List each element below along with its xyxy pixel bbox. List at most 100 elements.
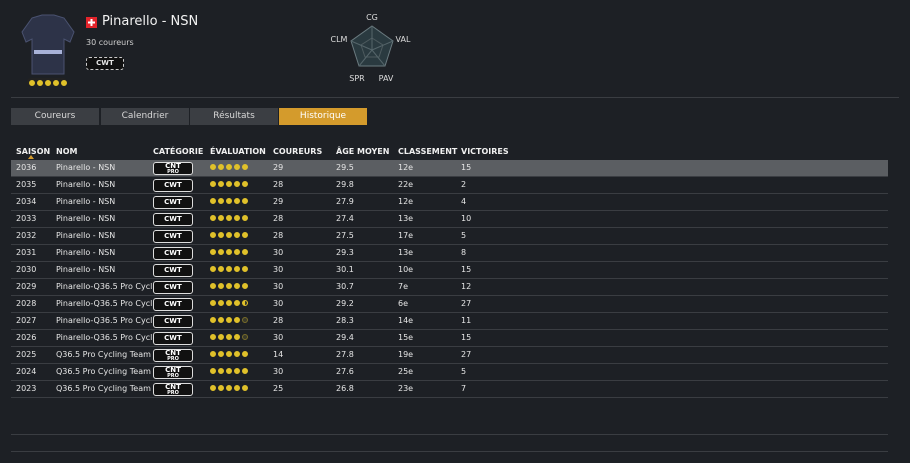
radar-inner [360, 37, 384, 58]
category-badge: CWT [153, 332, 193, 345]
cell-name: Pinarello - NSN [56, 248, 116, 257]
rating-star [210, 317, 216, 323]
rating-star [218, 368, 224, 374]
table-row[interactable]: 2031 Pinarello - NSN 30 29.3 13e 8 CWT [11, 245, 888, 262]
table-row[interactable]: 2025 Q36.5 Pro Cycling Team 14 27.8 19e 27 CNT… [11, 347, 888, 364]
category-main: CNT [165, 383, 181, 391]
rating-star [242, 368, 248, 374]
cell-rank: 12e [398, 197, 414, 206]
rating-star [226, 300, 232, 306]
table-row[interactable]: 2023 Q36.5 Pro Cycling Team 25 26.8 23e 7 CNT P… [11, 381, 888, 398]
tab[interactable]: Calendrier [101, 108, 189, 125]
team-rating [27, 76, 72, 86]
cell-season: 2035 [16, 180, 37, 189]
rating-star [53, 80, 59, 86]
rating-star [218, 215, 224, 221]
cell-rank: 6e [398, 299, 409, 308]
team-name: Pinarello - NSN [102, 14, 199, 29]
rating-star [242, 249, 248, 255]
rating-star [242, 181, 248, 187]
cell-name: Pinarello-Q36.5 Pro Cycl.. [56, 299, 158, 308]
rating-star [234, 164, 240, 170]
cell-wins: 15 [461, 163, 472, 172]
category-main: CWT [164, 283, 182, 291]
rating-star [234, 351, 240, 357]
column-header[interactable]: NOM [56, 147, 78, 156]
tab[interactable]: Résultats [190, 108, 278, 125]
table-row[interactable]: 2030 Pinarello - NSN 30 30.1 10e 15 CWT [11, 262, 888, 279]
table-row[interactable]: 2035 Pinarello - NSN 28 29.8 22e 2 CWT [11, 177, 888, 194]
cell-season: 2025 [16, 350, 37, 359]
table-row[interactable]: 2028 Pinarello-Q36.5 Pro Cycl.. 30 29.2 6e 27… [11, 296, 888, 313]
rating-star [242, 164, 248, 170]
rating-star [242, 385, 248, 391]
table-row[interactable]: 2027 Pinarello-Q36.5 Pro Cycl.. 28 28.3 14e 1… [11, 313, 888, 330]
cell-season: 2023 [16, 384, 37, 393]
cell-age: 28.3 [336, 316, 354, 325]
cell-rank: 14e [398, 316, 414, 325]
table-row[interactable]: 2036 Pinarello - NSN 29 29.5 12e 15 CNT PRO [11, 160, 888, 177]
column-header[interactable]: ÉVALUATION [210, 147, 266, 156]
cell-riders: 28 [273, 180, 284, 189]
cell-wins: 4 [461, 197, 467, 206]
radar-spokes [350, 26, 394, 67]
cell-age: 30.7 [336, 282, 354, 291]
flag [86, 17, 97, 28]
category-main: CWT [164, 215, 182, 223]
cell-season: 2027 [16, 316, 37, 325]
rating-star [242, 334, 248, 340]
cell-season: 2029 [16, 282, 37, 291]
radar: CG VAL PAV SPR CLM [331, 13, 411, 83]
category-main: CWT [164, 266, 182, 274]
table-row[interactable]: 2032 Pinarello - NSN 28 27.5 17e 5 CWT [11, 228, 888, 245]
cell-riders: 29 [273, 197, 284, 206]
radar-label: CG [366, 13, 378, 22]
category-badge: CWT [153, 298, 193, 311]
category-main: CNT [165, 349, 181, 357]
rating-star [226, 198, 232, 204]
cell-rank: 22e [398, 180, 414, 189]
cell-riders: 29 [273, 163, 284, 172]
rating-star [210, 266, 216, 272]
rating-star [210, 215, 216, 221]
rating-star [29, 80, 35, 86]
tab[interactable]: Coureurs [11, 108, 99, 125]
column-header[interactable]: COUREURS [273, 147, 323, 156]
cell-name: Pinarello - NSN [56, 163, 116, 172]
cell-riders: 28 [273, 231, 284, 240]
category-main: CWT [164, 317, 182, 325]
column-header[interactable]: CLASSEMENT [398, 147, 458, 156]
table-row[interactable]: 2024 Q36.5 Pro Cycling Team 30 27.6 25e 5 CNT P… [11, 364, 888, 381]
rating-star [234, 334, 240, 340]
cell-age: 29.3 [336, 248, 354, 257]
rating-star [218, 232, 224, 238]
rating-star [210, 232, 216, 238]
cell-season: 2024 [16, 367, 37, 376]
rating-star [234, 198, 240, 204]
cell-age: 29.8 [336, 180, 354, 189]
rating-star [218, 283, 224, 289]
table-row[interactable]: 2033 Pinarello - NSN 28 27.4 13e 10 CWT [11, 211, 888, 228]
column-header[interactable]: CATÉGORIE [153, 147, 204, 156]
column-header[interactable]: SAISON [16, 147, 51, 156]
column-header[interactable]: VICTOIRES [461, 147, 509, 156]
rating-star [210, 300, 216, 306]
cell-name: Pinarello-Q36.5 Pro Cycl.. [56, 316, 158, 325]
rating-star [234, 283, 240, 289]
rating-star [45, 80, 51, 86]
cell-season: 2032 [16, 231, 37, 240]
cell-season: 2028 [16, 299, 37, 308]
rating-star [210, 164, 216, 170]
column-header[interactable]: ÂGE MOYEN [336, 147, 390, 156]
rating-star [234, 368, 240, 374]
table-row[interactable]: 2034 Pinarello - NSN 29 27.9 12e 4 CWT [11, 194, 888, 211]
table-row[interactable]: 2026 Pinarello-Q36.5 Pro Cycl.. 30 29.4 15e 1… [11, 330, 888, 347]
rating-star [234, 181, 240, 187]
cell-rank: 23e [398, 384, 414, 393]
tab[interactable]: Historique [279, 108, 367, 125]
rating-star [226, 368, 232, 374]
cell-age: 27.8 [336, 350, 354, 359]
category-main: CWT [164, 198, 182, 206]
table-row[interactable]: 2029 Pinarello-Q36.5 Pro Cycl.. 30 30.7 7e 12… [11, 279, 888, 296]
rating-star [226, 215, 232, 221]
